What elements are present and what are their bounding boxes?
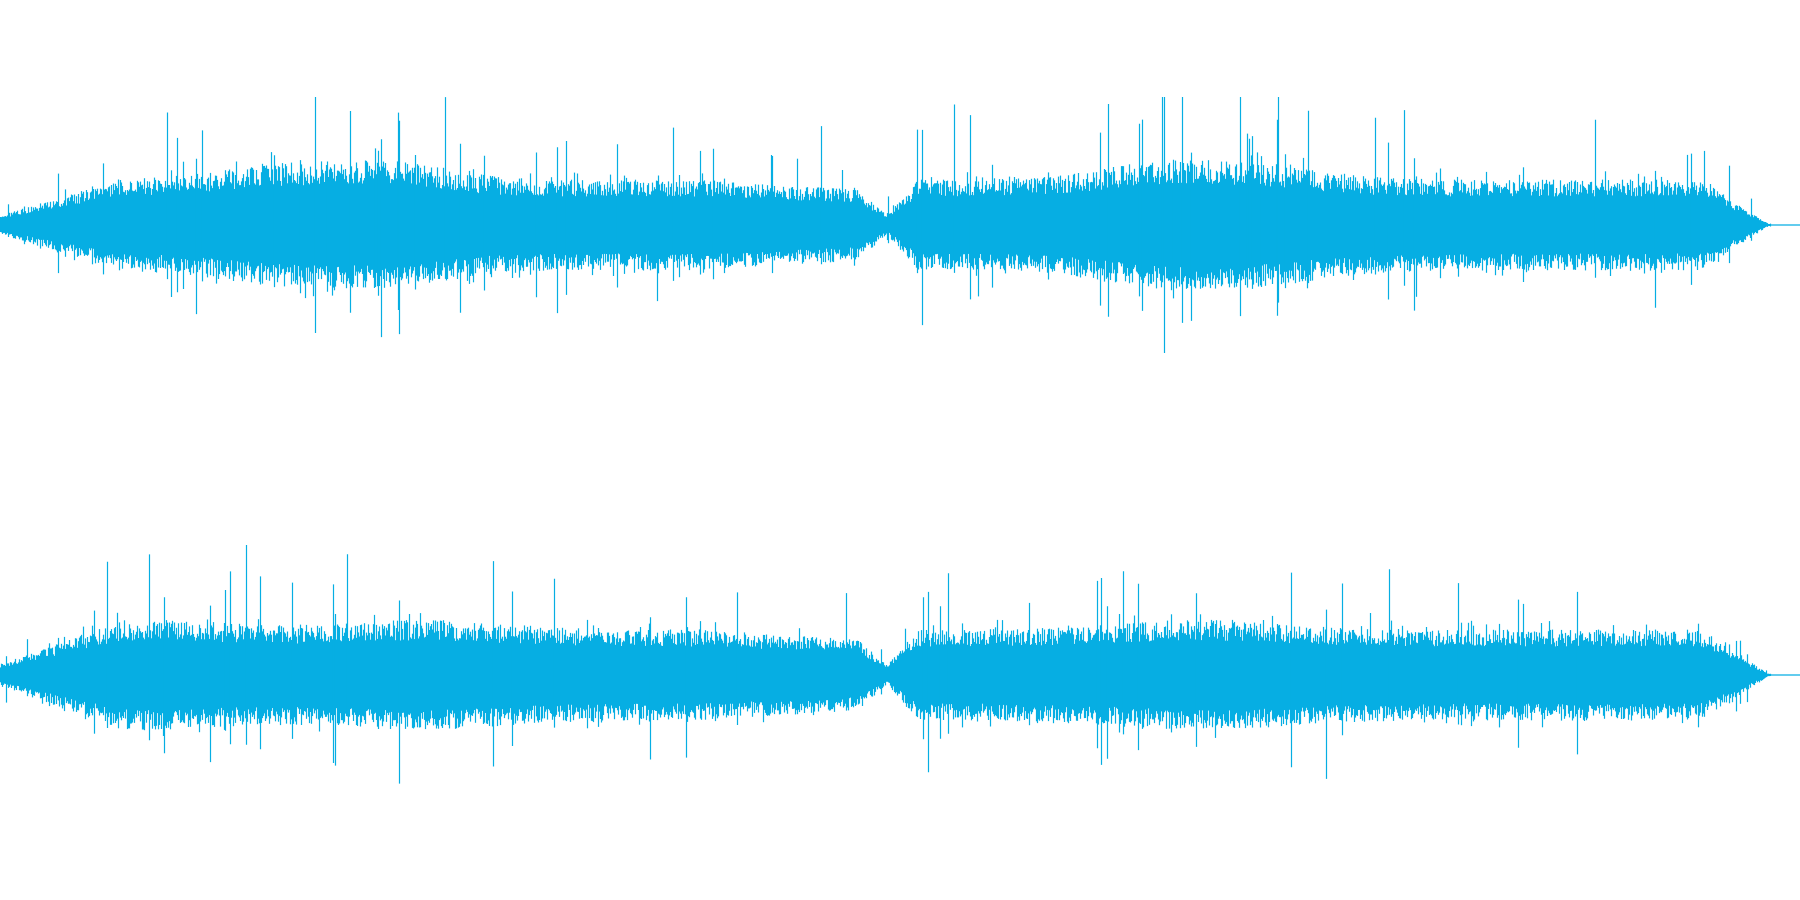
waveform-channel-left xyxy=(0,97,1800,353)
waveform-channel-right xyxy=(0,545,1800,784)
